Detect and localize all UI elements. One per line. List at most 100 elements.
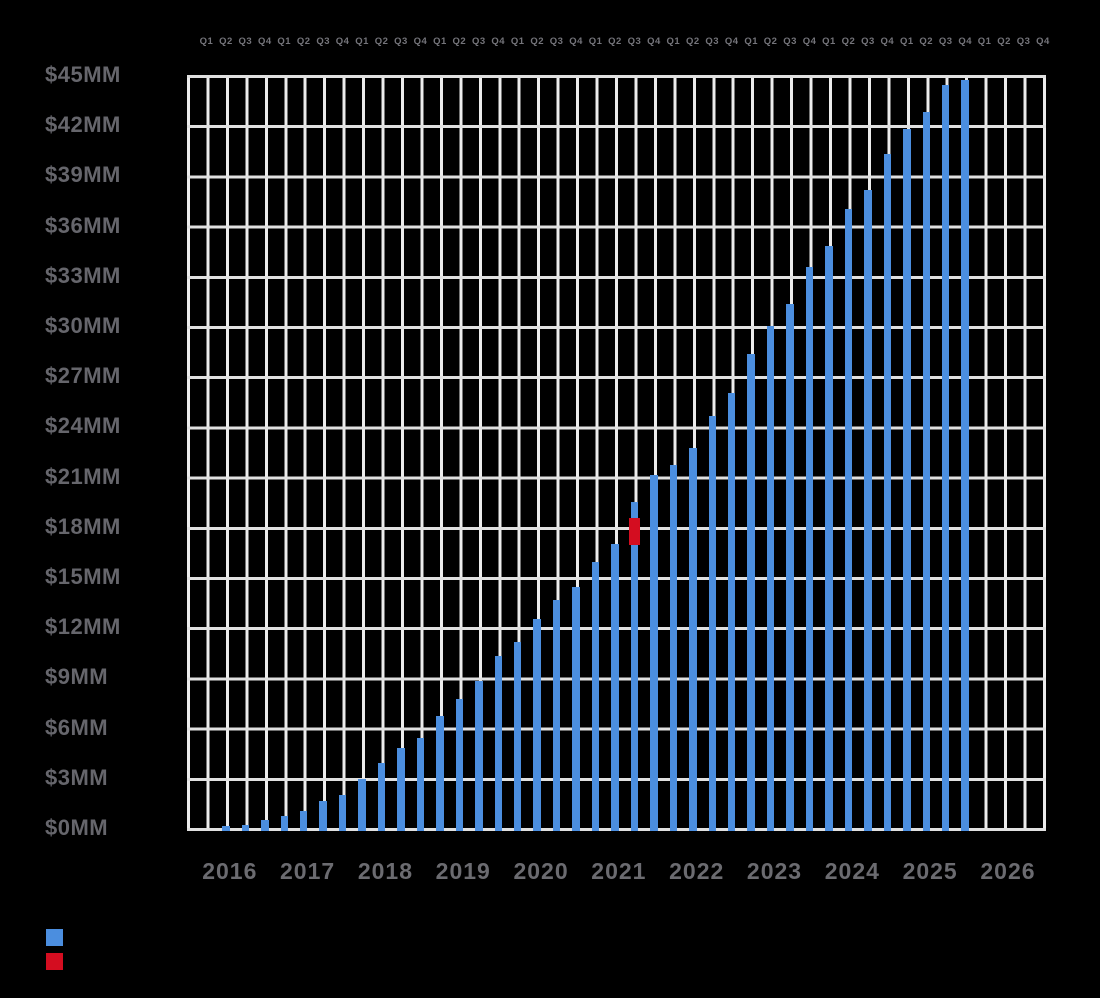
quarter-tick-label: Q4 bbox=[724, 36, 739, 47]
y-axis-tick-label: $12MM bbox=[45, 614, 121, 640]
quarter-tick-label: Q1 bbox=[666, 36, 681, 47]
bar-2019-Q2 bbox=[455, 699, 464, 831]
y-axis-tick-label: $9MM bbox=[45, 664, 109, 690]
y-axis-tick-label: $33MM bbox=[45, 262, 121, 288]
quarter-tick-label: Q3 bbox=[1016, 36, 1031, 47]
year-tick-label: 2026 bbox=[980, 858, 1036, 884]
quarter-tick-label: Q2 bbox=[219, 36, 233, 47]
bar-2023-Q4 bbox=[805, 267, 814, 831]
quarter-tick-label: Q3 bbox=[783, 36, 797, 47]
bar-2017-Q2 bbox=[299, 811, 308, 831]
bar-2022-Q2 bbox=[689, 448, 697, 831]
quarter-tick-label: Q2 bbox=[608, 36, 622, 47]
year-tick-label: 2020 bbox=[513, 858, 569, 884]
bar-2023-Q2 bbox=[766, 326, 775, 831]
bar-2016-Q4 bbox=[261, 819, 269, 831]
year-tick-label: 2021 bbox=[591, 858, 647, 884]
bar-2024-Q2 bbox=[844, 208, 853, 831]
bar-2025-Q4 bbox=[961, 80, 969, 831]
bar-2021-Q4 bbox=[650, 474, 658, 831]
bar-2024-Q1 bbox=[825, 245, 833, 831]
y-axis-tick-label: $3MM bbox=[45, 764, 109, 790]
y-axis-tick-label: $24MM bbox=[45, 413, 121, 439]
bar-2017-Q1 bbox=[280, 816, 289, 831]
quarter-tick-label: Q2 bbox=[374, 36, 389, 47]
bar-2018-Q1 bbox=[358, 779, 366, 831]
quarter-tick-label: Q2 bbox=[763, 36, 778, 47]
quarter-tick-label: Q2 bbox=[685, 36, 700, 47]
bar-2017-Q4 bbox=[338, 794, 347, 831]
y-axis-tick-label: $21MM bbox=[45, 463, 121, 489]
year-tick-label: 2022 bbox=[669, 858, 725, 884]
bar-2022-Q1 bbox=[669, 464, 678, 831]
year-tick-label: 2025 bbox=[902, 858, 958, 884]
y-axis-tick-label: $15MM bbox=[45, 564, 121, 589]
y-axis-tick-label: $36MM bbox=[45, 212, 121, 238]
quarter-tick-label: Q4 bbox=[647, 36, 661, 47]
quarter-tick-label: Q4 bbox=[335, 36, 350, 47]
year-tick-label: 2018 bbox=[357, 858, 413, 884]
bar-2017-Q3 bbox=[319, 801, 327, 831]
quarter-tick-label: Q1 bbox=[510, 36, 525, 47]
quarter-tick-label: Q4 bbox=[413, 36, 428, 47]
quarter-tick-label: Q1 bbox=[588, 36, 603, 47]
bar-2022-Q4 bbox=[727, 392, 736, 831]
quarter-tick-label: Q3 bbox=[316, 36, 331, 47]
bar-2022-Q3 bbox=[708, 416, 717, 831]
quarter-tick-label: Q1 bbox=[822, 36, 836, 47]
bar-2019-Q4 bbox=[494, 655, 503, 831]
primary-series-swatch bbox=[46, 929, 63, 946]
quarter-tick-label: Q2 bbox=[530, 36, 545, 47]
y-axis-tick-label: $42MM bbox=[45, 112, 121, 138]
highlight-segment-2021-Q3 bbox=[628, 518, 640, 546]
year-tick-label: 2019 bbox=[435, 858, 491, 884]
bar-2020-Q3 bbox=[552, 600, 561, 831]
quarter-tick-label: Q4 bbox=[958, 36, 973, 47]
bar-2021-Q3 bbox=[630, 501, 639, 831]
bar-2019-Q1 bbox=[436, 715, 444, 831]
y-axis-tick-label: $0MM bbox=[45, 815, 109, 840]
bar-2018-Q2 bbox=[377, 762, 386, 831]
bar-2020-Q4 bbox=[572, 587, 580, 831]
quarter-tick-label: Q3 bbox=[705, 36, 720, 47]
bar-2021-Q2 bbox=[611, 543, 619, 831]
quarter-tick-label: Q2 bbox=[452, 36, 467, 47]
quarter-tick-label: Q1 bbox=[744, 36, 759, 47]
quarter-tick-label: Q3 bbox=[238, 36, 253, 47]
quarter-tick-label: Q2 bbox=[997, 36, 1011, 47]
quarter-tick-label: Q1 bbox=[433, 36, 447, 47]
year-tick-label: 2024 bbox=[824, 858, 880, 884]
bar-2019-Q3 bbox=[475, 680, 483, 831]
bar-2023-Q1 bbox=[747, 354, 755, 831]
quarter-tick-label: Q1 bbox=[199, 36, 214, 47]
bar-2020-Q2 bbox=[533, 618, 541, 831]
quarter-tick-label: Q3 bbox=[549, 36, 564, 47]
bar-2024-Q3 bbox=[864, 190, 872, 831]
quarter-tick-label: Q3 bbox=[938, 36, 953, 47]
quarter-tick-label: Q1 bbox=[899, 36, 914, 47]
quarter-tick-label: Q2 bbox=[919, 36, 934, 47]
y-axis-tick-label: $27MM bbox=[45, 363, 121, 389]
y-axis-tick-label: $39MM bbox=[45, 162, 121, 188]
year-tick-label: 2023 bbox=[746, 858, 803, 884]
quarter-tick-label: Q1 bbox=[355, 36, 369, 47]
quarter-tick-label: Q1 bbox=[277, 36, 292, 47]
quarter-tick-label: Q4 bbox=[257, 36, 272, 47]
quarter-tick-label: Q3 bbox=[394, 36, 408, 47]
quarter-tick-label: Q1 bbox=[977, 36, 992, 47]
y-axis-tick-label: $45MM bbox=[45, 62, 121, 87]
quarter-tick-label: Q4 bbox=[880, 36, 895, 47]
bar-2024-Q4 bbox=[883, 153, 892, 831]
quarter-tick-label: Q4 bbox=[1036, 36, 1050, 47]
year-tick-label: 2017 bbox=[280, 858, 336, 884]
quarter-tick-label: Q4 bbox=[802, 36, 817, 47]
bar-2025-Q3 bbox=[941, 85, 950, 831]
quarter-tick-label: Q4 bbox=[491, 36, 506, 47]
bar-2020-Q1 bbox=[513, 642, 522, 831]
quarter-tick-label: Q2 bbox=[296, 36, 311, 47]
year-tick-label: 2016 bbox=[202, 858, 258, 884]
highlight-series-swatch bbox=[46, 953, 63, 970]
y-axis-tick-label: $18MM bbox=[45, 513, 121, 539]
bar-2016-Q2 bbox=[222, 826, 230, 831]
